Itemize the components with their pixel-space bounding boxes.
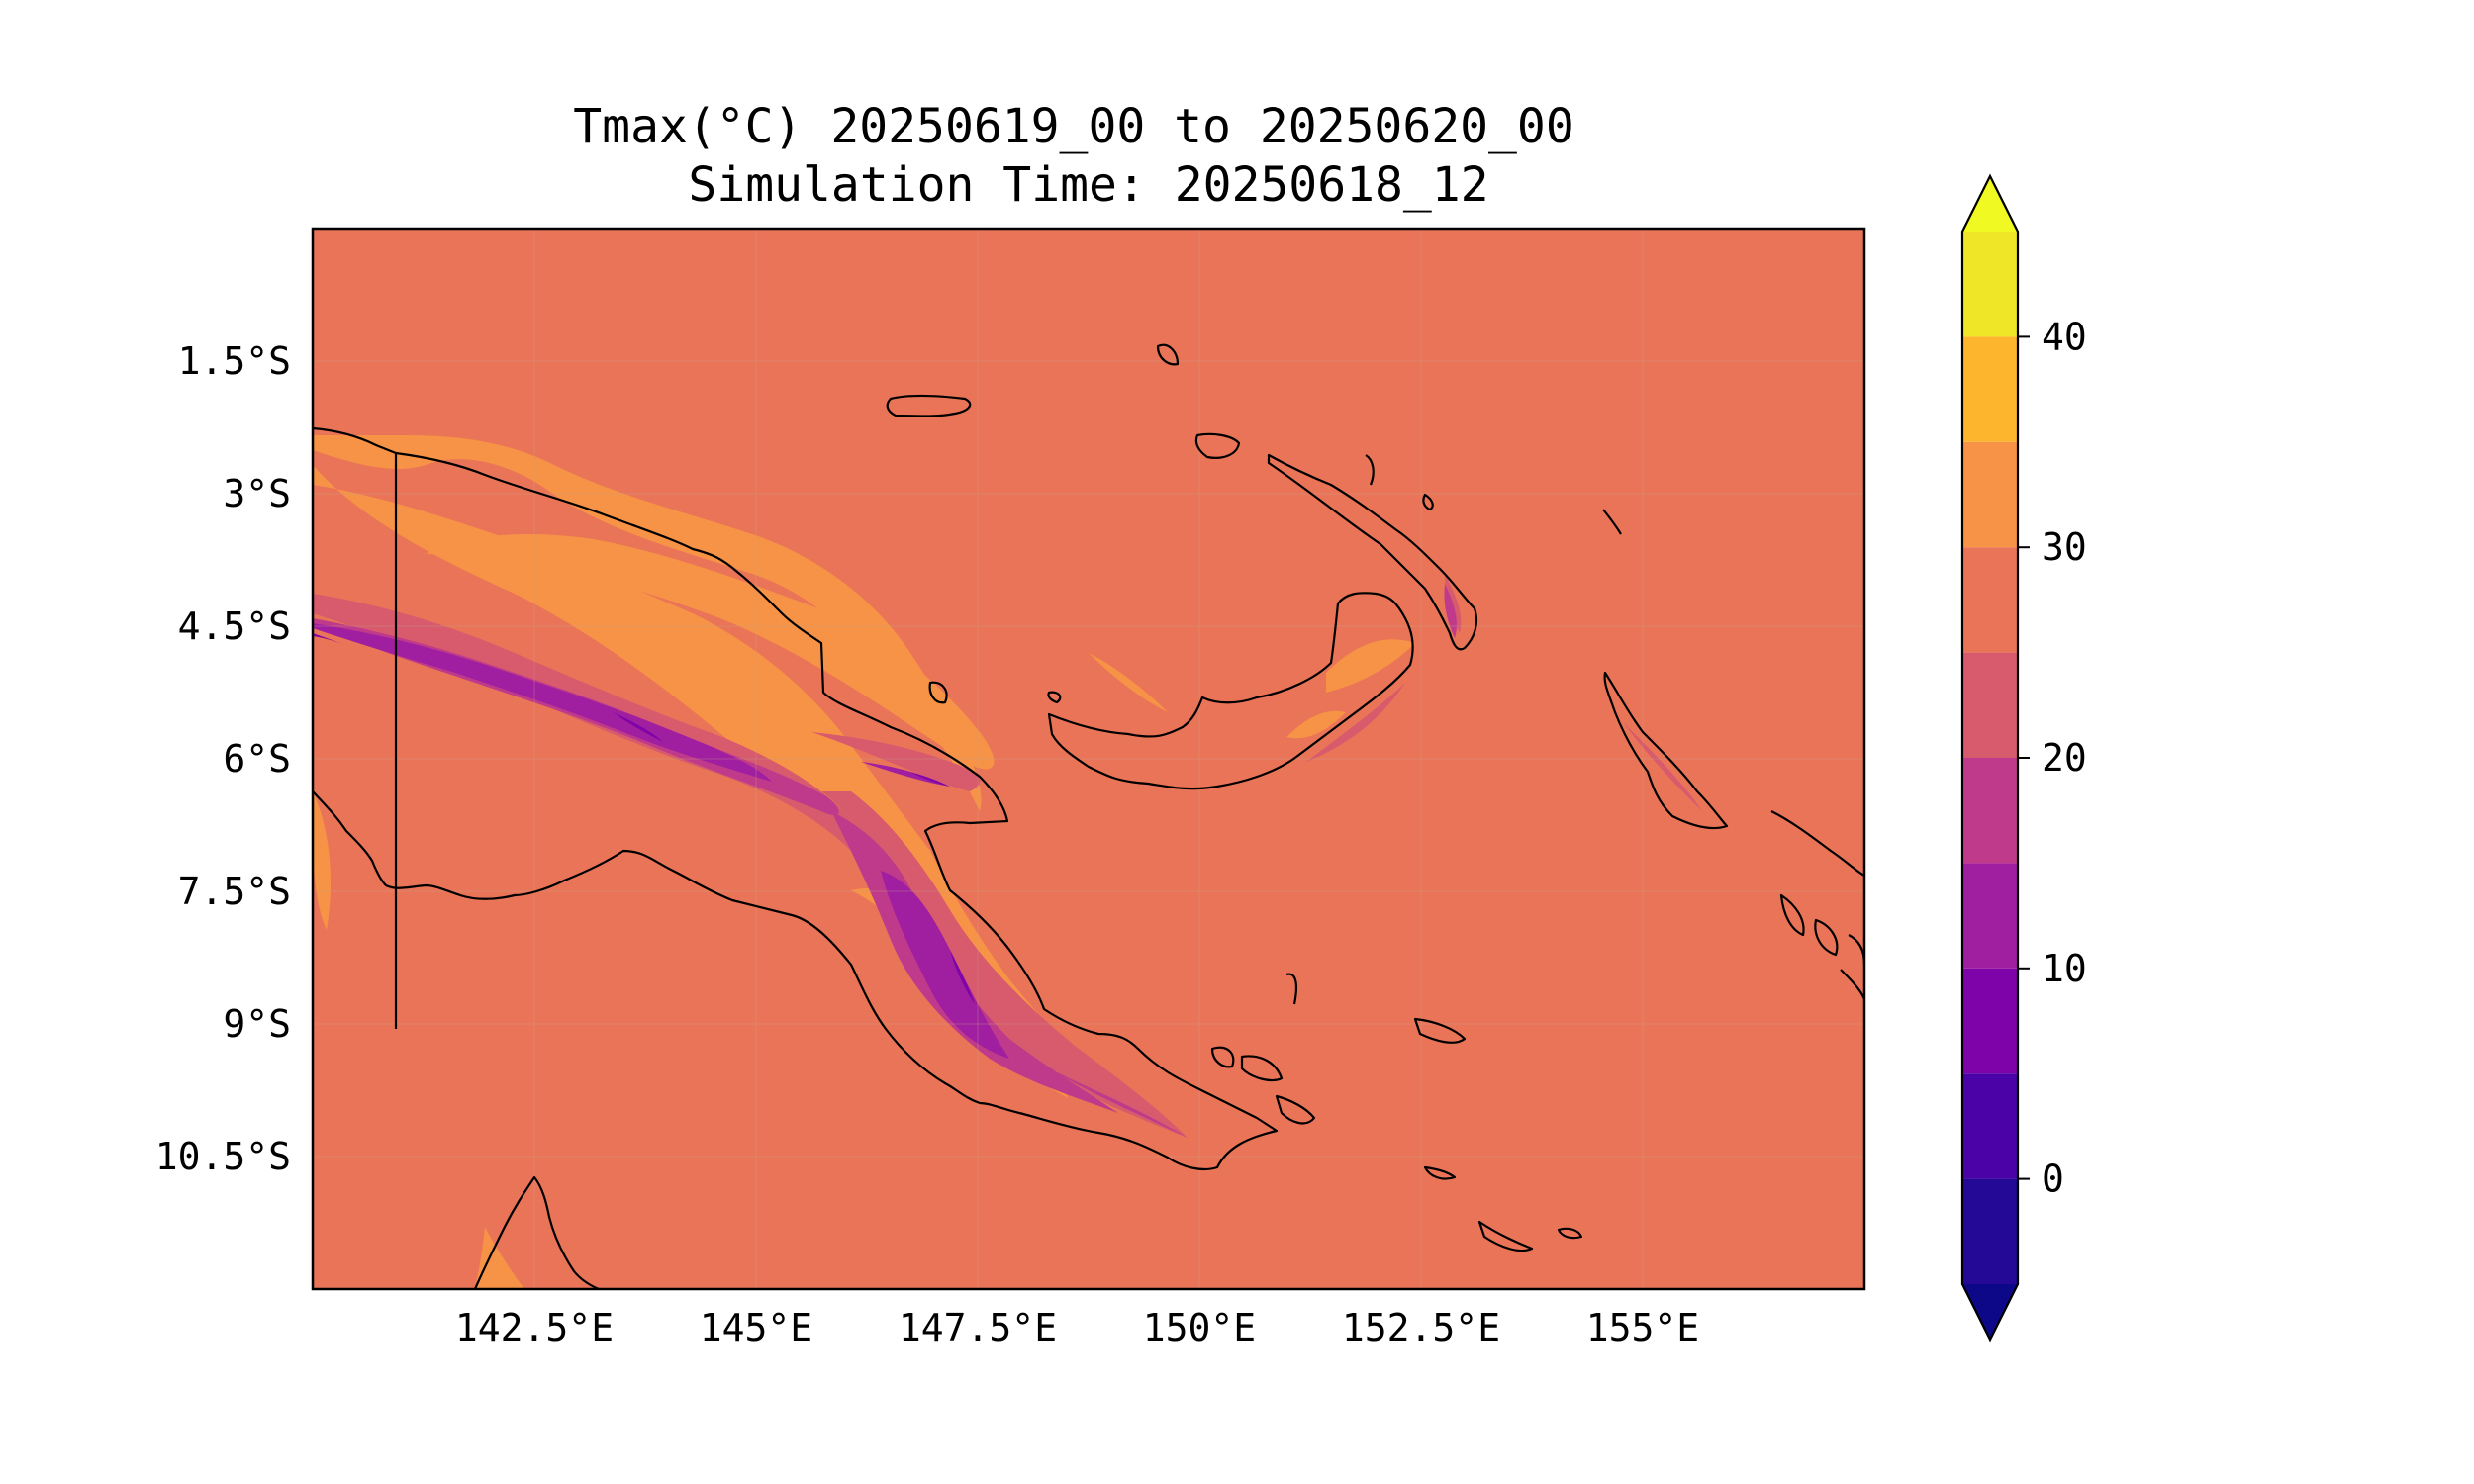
field-band-5-10: [910, 772, 950, 787]
colorbar-outline: [1960, 173, 2020, 1343]
colorbar-segment: [1962, 1073, 2018, 1179]
title-line-2: Simulation Time: 20250618_12: [688, 157, 1488, 213]
coastline-louisiade: [1413, 1017, 1467, 1044]
x-tick-label: 152.5°E: [1342, 1306, 1500, 1349]
coastline-new-ireland: [1267, 453, 1478, 651]
colorbar-tick-label: 20: [2042, 736, 2087, 780]
y-tick-label: 9°S: [223, 1002, 291, 1046]
x-tick-label: 155°E: [1586, 1306, 1699, 1349]
coastline-new-britain: [1047, 592, 1414, 790]
colorbar-segment: [1962, 441, 2018, 548]
field-band-20-25: [811, 732, 981, 791]
colorbar-segment: [1962, 652, 2018, 758]
colorbar-extend-under: [1962, 1284, 2018, 1340]
field-band-15-20: [1049, 1068, 1188, 1138]
y-axis: 1.5°S 3°S 4.5°S 6°S 7.5°S 9°S 10.5°S: [155, 339, 291, 1178]
field-band-15-20: [1444, 584, 1457, 638]
coastlines: [313, 343, 1864, 1289]
field-band-10-15: [861, 762, 950, 787]
title-line-1: Tmax(°C) 20250619_00 to 20250620_00: [573, 99, 1573, 154]
field-band-30-35: [1089, 653, 1168, 712]
colorbar-tick-label: 0: [2042, 1158, 2064, 1201]
coastline-islet: [1365, 454, 1375, 486]
x-tick-label: 142.5°E: [455, 1306, 614, 1349]
coastline-louisiade: [1477, 1220, 1534, 1252]
coastline-islet: [1602, 509, 1622, 535]
field-band-30-35: [1326, 639, 1415, 693]
field-band-20-25: [821, 791, 1188, 1138]
colorbar-segment: [1962, 968, 2018, 1074]
x-tick-label: 147.5°E: [899, 1306, 1057, 1349]
coastline-louisiade: [1557, 1227, 1583, 1240]
field-band-20-25: [1623, 722, 1702, 811]
coastline-cape-york: [473, 1175, 600, 1289]
colorbar-segment: [1962, 1178, 2018, 1284]
field-band-10-15: [881, 871, 1009, 1059]
x-tick-label: 150°E: [1143, 1306, 1256, 1349]
colorbar-segment: [1962, 863, 2018, 969]
field-band-30-35: [313, 791, 332, 930]
coastline-islet: [1156, 343, 1180, 366]
temperature-field: [313, 435, 1702, 1289]
colorbar-tick-label: 40: [2042, 315, 2087, 358]
field-band-30-35: [475, 1227, 524, 1289]
coastline-solomons: [1779, 893, 1805, 937]
colorbar-extend-over: [1962, 176, 2018, 232]
coastline-islet: [928, 681, 948, 704]
x-tick-label: 145°E: [700, 1306, 812, 1349]
coastline-dentrecasteaux: [1240, 1055, 1284, 1082]
coastline-dentrecasteaux: [1275, 1094, 1316, 1125]
coastline-louisiade: [1423, 1165, 1457, 1180]
coastline-bougainville: [1603, 671, 1729, 830]
colorbar: 0 10 20 30 40: [1960, 173, 2087, 1343]
y-tick-label: 6°S: [223, 737, 291, 781]
coastline-solomons: [1770, 810, 1864, 877]
y-tick-label: 1.5°S: [178, 339, 291, 383]
gridlines: [313, 229, 1864, 1289]
field-band-5-10: [950, 950, 975, 1004]
colorbar-tick-label: 10: [2042, 947, 2087, 990]
coastline-islet: [1422, 493, 1434, 511]
x-axis: 142.5°E 145°E 147.5°E 150°E 152.5°E 155°E: [455, 1306, 1699, 1349]
y-tick-label: 7.5°S: [178, 870, 291, 913]
coastline-islet: [1285, 973, 1297, 1005]
colorbar-segment: [1962, 336, 2018, 442]
field-band-30-35: [426, 534, 995, 770]
coastline-new-guinea: [313, 426, 1279, 1171]
coastline-islet: [1047, 691, 1062, 704]
field-band-10-15: [313, 623, 772, 782]
colorbar-segment: [1962, 547, 2018, 653]
field-band-5-10: [313, 633, 351, 648]
coastline-solomons: [1814, 918, 1839, 957]
field-band-30-35: [1286, 710, 1346, 739]
y-tick-label: 10.5°S: [155, 1135, 291, 1178]
colorbar-tick-label: 30: [2042, 525, 2087, 569]
y-tick-label: 3°S: [223, 472, 291, 515]
colorbar-segment: [1962, 232, 2018, 337]
colorbar-segment: [1962, 758, 2018, 864]
field-band-5-10: [614, 712, 663, 742]
map-background: [313, 229, 1864, 1289]
coastline-new-hanover: [1194, 432, 1241, 459]
map-frame: [311, 227, 1866, 1291]
coastline-dentrecasteaux: [1210, 1046, 1235, 1068]
y-tick-label: 4.5°S: [178, 604, 291, 648]
map-panel: [313, 229, 1864, 1289]
coastline-manus: [886, 394, 972, 417]
